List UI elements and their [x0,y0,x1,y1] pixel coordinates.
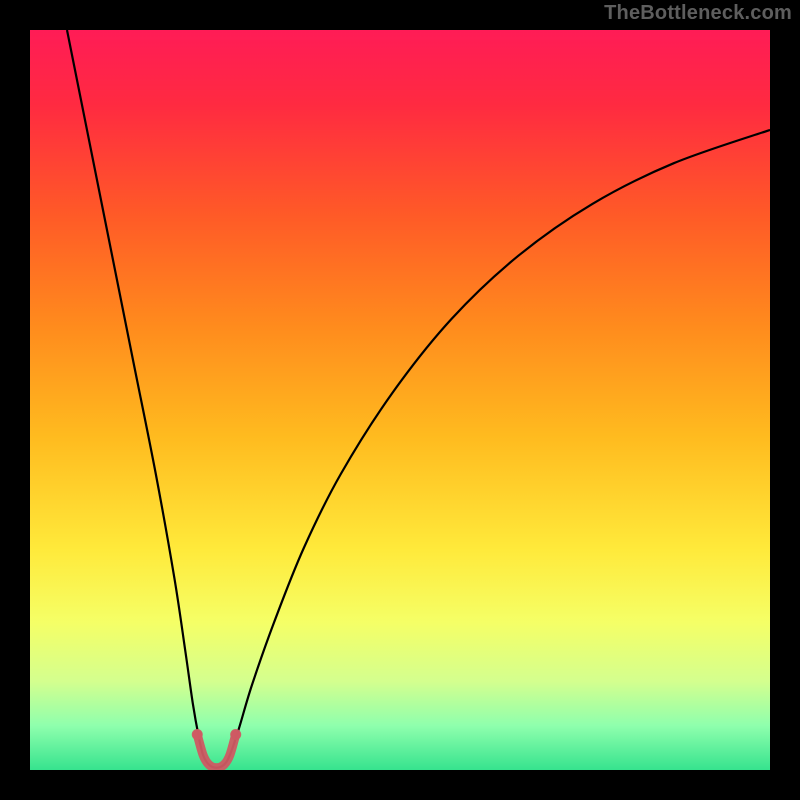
highlight-end-dot [230,729,241,740]
chart-svg [0,0,800,800]
watermark-text: TheBottleneck.com [604,2,792,25]
highlight-start-dot [192,729,203,740]
